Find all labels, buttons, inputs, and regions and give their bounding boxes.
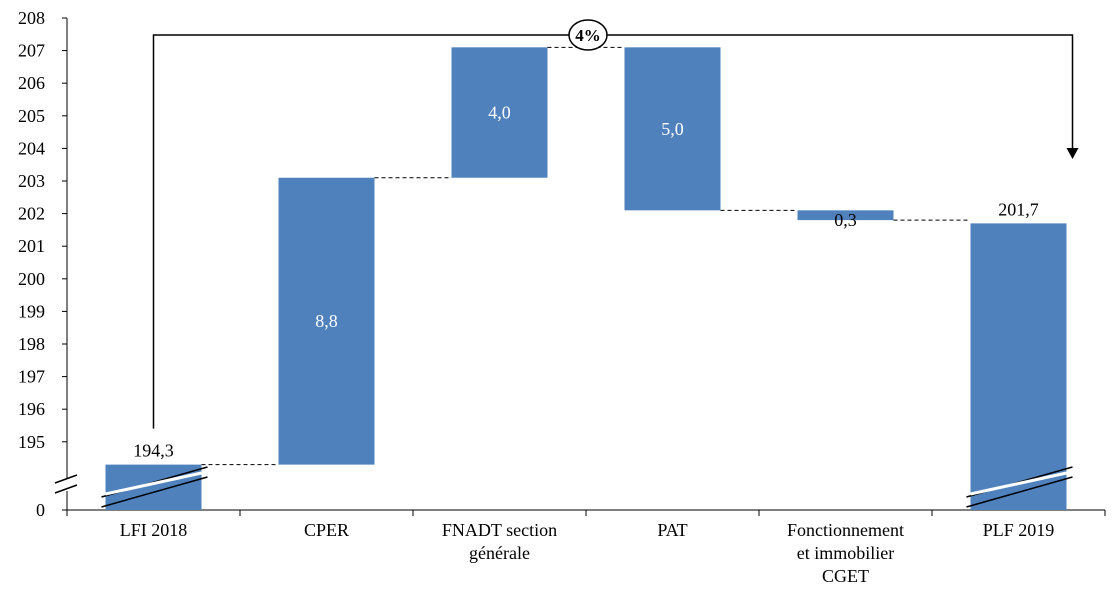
y-tick-label: 197 [18, 367, 45, 387]
bar-break-mark [101, 476, 208, 508]
y-axis-break-mark [54, 484, 78, 494]
value-label: 8,8 [315, 311, 338, 331]
y-axis-break-mark [54, 474, 78, 484]
y-tick-label: 204 [18, 138, 45, 158]
bar [278, 177, 375, 465]
bar [105, 464, 202, 510]
value-label: 5,0 [661, 119, 684, 139]
value-label: 201,7 [998, 199, 1039, 219]
value-label: 194,3 [133, 441, 174, 461]
y-tick-label: 198 [18, 334, 45, 354]
y-tick-label: 208 [18, 8, 45, 28]
y-tick-label: 202 [18, 204, 45, 224]
value-labels: 194,3 8,8 4,0 5,0 0,3 201,7 [133, 103, 1039, 461]
category-label-line: PLF 2019 [983, 520, 1055, 540]
y-tick-label: 207 [18, 41, 45, 61]
category-labels: LFI 2018 CPER FNADT section générale PAT Fonc… [120, 520, 1055, 586]
bar [624, 47, 721, 211]
y-tick-label: 199 [18, 301, 45, 321]
y-tick-label: 206 [18, 73, 45, 93]
category-label: PAT [657, 520, 687, 540]
y-tick-label: 196 [18, 399, 45, 419]
category-label-line: PAT [657, 520, 687, 540]
bar-break-gap [105, 471, 202, 496]
bar-break-gap [970, 471, 1067, 496]
y-tick-label: 195 [18, 432, 45, 452]
category-label: Fonctionnement et immobilier CGET [787, 520, 904, 586]
category-label-line: Fonctionnement [787, 520, 904, 540]
bar [970, 223, 1067, 510]
category-label-line: LFI 2018 [120, 520, 188, 540]
category-label: LFI 2018 [120, 520, 188, 540]
y-tick-label: 0 [36, 500, 45, 520]
y-tick-label: 205 [18, 106, 45, 126]
category-label-line: générale [469, 543, 530, 563]
category-label-line: CGET [822, 566, 869, 586]
arrow-head-icon [1066, 148, 1079, 159]
category-label-line: CPER [304, 520, 349, 540]
bar [451, 47, 548, 178]
category-label: FNADT section générale [442, 520, 557, 563]
bar [797, 210, 894, 221]
growth-bracket [152, 34, 1074, 429]
growth-annotation: 4% [152, 19, 1079, 429]
y-tick-label: 203 [18, 171, 45, 191]
y-tick-label: 201 [18, 236, 45, 256]
value-label: 4,0 [488, 103, 511, 123]
growth-percentage: 4% [575, 26, 601, 45]
axes-layer: 195 196 197 198 199 200 201 202 203 204 205 206 207 2… [18, 8, 1106, 520]
bar-break-mark [966, 476, 1073, 508]
growth-badge [568, 19, 608, 51]
category-label: PLF 2019 [983, 520, 1055, 540]
category-label-line: et immobilier [797, 543, 894, 563]
category-label: CPER [304, 520, 349, 540]
y-tick-label: 200 [18, 269, 45, 289]
value-label: 0,3 [834, 210, 857, 230]
category-label-line: FNADT section [442, 520, 557, 540]
bars [101, 47, 1073, 510]
